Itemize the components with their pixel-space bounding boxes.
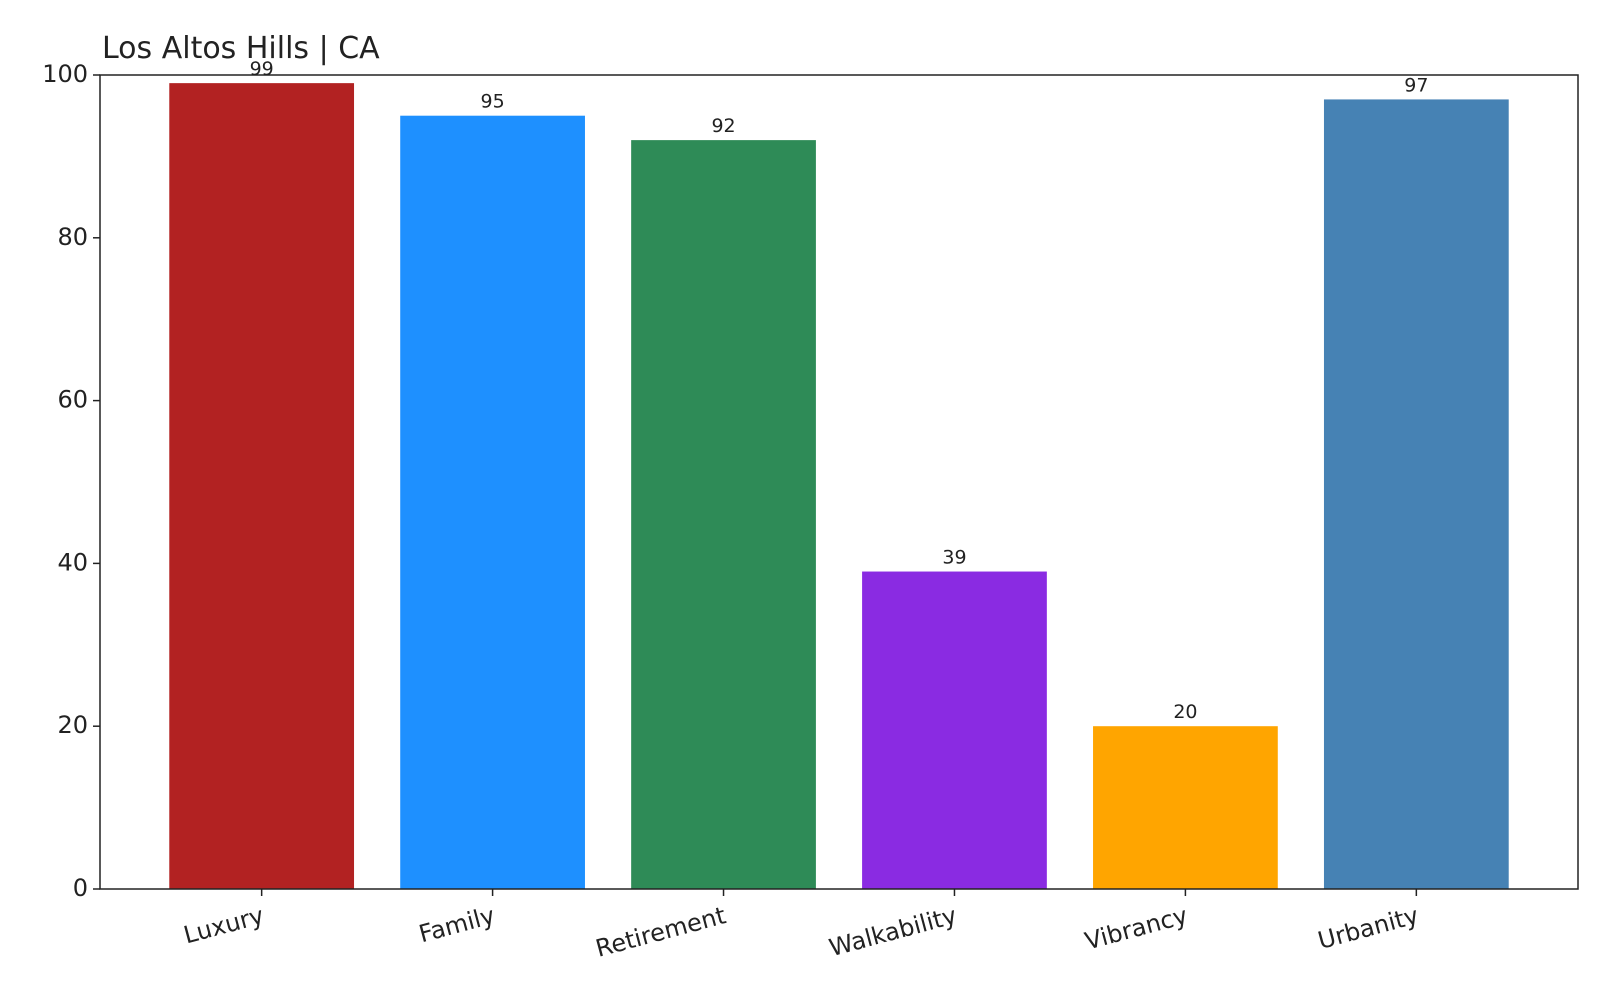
bar xyxy=(631,140,816,889)
data-label: 95 xyxy=(481,91,505,113)
x-tick-label: Urbanity xyxy=(1315,901,1422,955)
data-label: 20 xyxy=(1173,701,1197,723)
bar xyxy=(169,83,355,889)
x-tick-label: Luxury xyxy=(181,901,267,949)
x-tick-label: Walkability xyxy=(826,901,959,962)
data-label: 39 xyxy=(942,547,966,569)
data-label: 99 xyxy=(250,58,274,80)
bar xyxy=(1093,726,1278,889)
bar xyxy=(1323,99,1509,890)
y-tick-label: 0 xyxy=(73,874,88,902)
y-tick-label: 40 xyxy=(57,548,88,576)
chart-title: Los Altos Hills | CA xyxy=(102,31,380,66)
plot-frame xyxy=(99,74,1579,890)
x-tick-label: Vibrancy xyxy=(1082,901,1191,955)
y-tick-label: 100 xyxy=(42,60,88,88)
bar xyxy=(400,115,585,889)
data-label: 92 xyxy=(711,115,735,137)
y-tick-label: 80 xyxy=(57,223,88,251)
bar xyxy=(862,571,1047,889)
data-label: 97 xyxy=(1404,74,1428,96)
x-tick-label: Retirement xyxy=(593,901,729,963)
y-tick-label: 60 xyxy=(57,386,88,414)
y-tick-label: 20 xyxy=(57,711,88,739)
x-tick-label: Family xyxy=(416,901,498,948)
